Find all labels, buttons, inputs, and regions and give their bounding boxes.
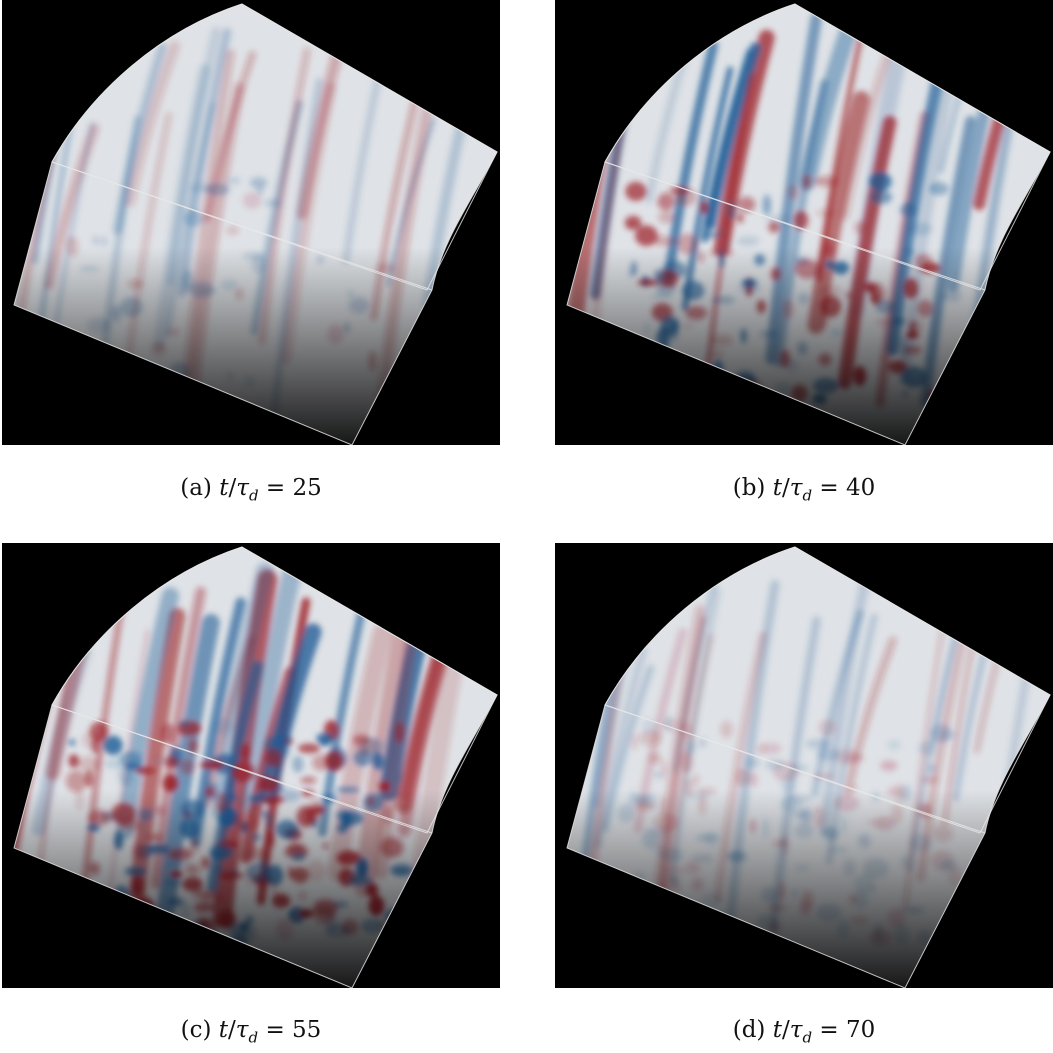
vortex-blob [712,380,734,394]
vortex-blob [117,917,134,930]
caption-d-t: t [772,1017,782,1043]
vortex-streak [567,26,611,213]
caption-d: (d) t/τd = 70 [555,1017,1053,1047]
caption-a-value: 25 [292,475,322,501]
box-mid-edge [604,161,986,291]
caption-d-tag: (d) [732,1017,766,1043]
vortex-blob [76,922,92,935]
caption-c-tag: (c) [180,1017,212,1043]
vortex-blob [657,345,671,363]
vortex-blob [626,388,650,398]
box-outline [566,546,1051,988]
caption-c-tau: τ [235,1017,249,1043]
panel-d-volume-render [566,546,1051,988]
caption-a-t: t [219,475,229,501]
vortex-blob [119,904,138,919]
caption-d-equals: = [812,1017,846,1043]
vortex-blob [703,925,719,939]
panel-b-volume-render [566,3,1051,445]
box-outline [13,3,498,445]
vortex-blob [944,913,966,935]
panel-c-volume-render [13,546,498,988]
caption-c-slash: / [228,1017,236,1043]
vortex-blob [734,386,743,396]
panel-b-figure [555,0,1053,445]
vortex-blob [133,933,148,950]
panel-d-figure [555,543,1053,988]
depth-fade [567,4,1050,445]
vortex-blob [674,908,691,931]
vortex-blob [697,374,708,387]
vortex-blob [203,930,218,944]
caption-b-equals: = [812,475,846,501]
vortex-blob [671,899,689,908]
vortex-blob [624,342,649,350]
caption-a-tau: τ [236,475,249,501]
caption-b-tag: (b) [732,475,766,501]
caption-b-tau: τ [789,475,803,501]
caption-c: (c) t/τd = 55 [2,1017,500,1047]
caption-c-sub: d [248,1028,259,1047]
vortex-blob [646,351,663,360]
vortex-blob [97,895,119,917]
vortex-blob [652,935,664,949]
caption-a-equals: = [258,475,293,501]
caption-d-sub: d [802,1028,813,1047]
caption-c-equals: = [258,1017,293,1043]
vortex-blob [147,387,172,401]
box-outline [566,3,1051,445]
caption-a-slash: / [228,475,237,501]
vortex-blob [83,899,91,918]
caption-b-value: 40 [845,475,876,501]
vortex-blob [108,917,132,933]
caption-d-value: 70 [845,1017,876,1043]
caption-a-sub: d [248,486,259,505]
panel-a-volume-render [13,3,498,445]
caption-b-t: t [772,475,782,501]
panel-c-figure [2,543,500,988]
caption-d-slash: / [781,1017,790,1043]
vortex-blob [106,921,129,936]
box-mid-edge [604,704,986,834]
caption-a-tag: (a) [180,475,212,501]
caption-c-t: t [218,1017,229,1043]
vortex-blob [151,907,159,919]
vortex-blob [162,922,171,931]
vortex-blob [73,939,99,947]
depth-fade [14,4,497,445]
vortex-blob [638,921,656,939]
caption-a: (a) t/τd = 25 [2,475,500,505]
caption-b-slash: / [781,475,790,501]
panel-a-figure [2,0,500,445]
caption-c-value: 55 [292,1017,322,1043]
vortex-blob [719,378,745,391]
vortex-blob [154,922,169,935]
depth-fade [14,547,497,988]
box-outline [13,546,498,988]
caption-b: (b) t/τd = 40 [555,475,1053,505]
vortex-blob [79,905,106,926]
vortex-blob [682,906,694,923]
vortex-blob [623,918,635,940]
box-mid-edge [51,161,433,291]
vortex-blob [98,900,115,912]
box-mid-edge [51,704,433,834]
caption-d-tau: τ [789,1017,803,1043]
vortex-blob [180,387,188,405]
depth-fade [567,547,1050,988]
caption-b-sub: d [802,486,813,505]
